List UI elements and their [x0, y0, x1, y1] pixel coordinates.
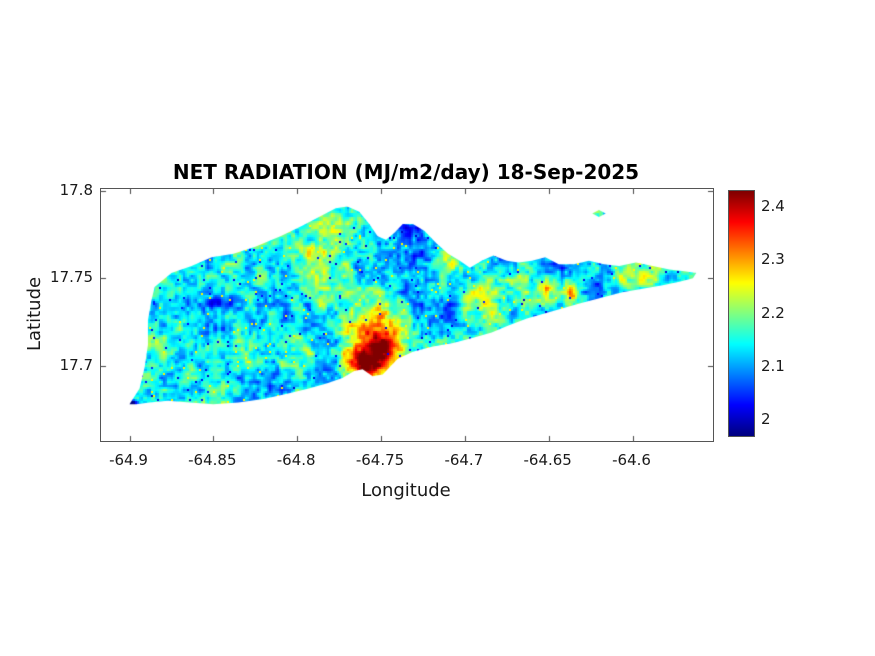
x-tick-label: -64.85	[188, 451, 237, 469]
y-tick-label: 17.8	[59, 180, 93, 199]
colorbar-tick-label: 2.3	[761, 250, 785, 269]
x-tick-label: -64.8	[276, 451, 316, 469]
x-tick-label: -64.75	[355, 451, 405, 469]
y-tick-label: 17.75	[50, 268, 93, 287]
x-tick-label: -64.7	[444, 451, 484, 469]
colorbar-tick-label: 2.4	[761, 196, 785, 215]
colorbar-tick-label: 2.2	[761, 303, 785, 322]
x-tick-label: -64.9	[109, 451, 148, 469]
chart-title: NET RADIATION (MJ/m2/day) 18-Sep-2025	[172, 160, 640, 184]
colorbar-canvas	[729, 191, 754, 436]
colorbar-tick-label: 2	[761, 410, 771, 429]
y-tick-label: 17.7	[59, 355, 93, 374]
y-axis-label: Latitude	[24, 276, 45, 352]
colorbar	[728, 190, 755, 437]
heatmap-canvas	[101, 189, 713, 441]
colorbar-tick-label: 2.1	[761, 356, 785, 375]
colorbar-ticks: 2.4 2.3 2.2 2.1 2	[761, 0, 821, 656]
x-tick-label: -64.65	[523, 451, 572, 469]
y-axis-ticks: 17.8 17.75 17.7	[0, 0, 93, 656]
x-axis-ticks: -64.9 -64.85 -64.8 -64.75 -64.7 -64.65 -64.6	[0, 451, 875, 471]
x-tick-label: -64.6	[612, 451, 651, 469]
x-axis-label: Longitude	[361, 480, 451, 501]
plot-area	[100, 188, 714, 442]
